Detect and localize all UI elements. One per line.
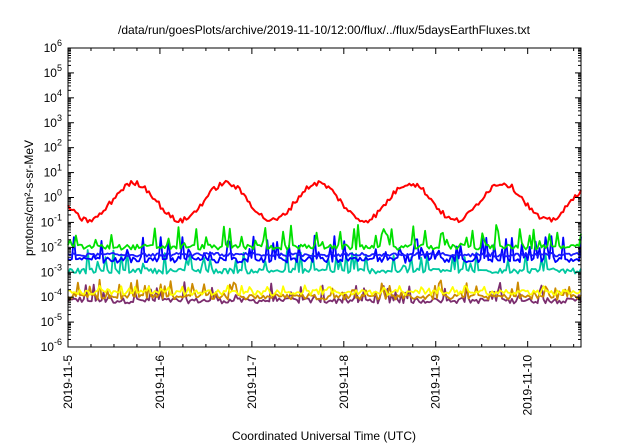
x-axis: 2019-11-5 2019-11-6 2019-11-7 2019-11-8 2019… bbox=[61, 48, 575, 416]
y-tick-exponent: -1 bbox=[54, 212, 62, 222]
y-tick-exponent: 3 bbox=[57, 113, 62, 123]
y-tick-base: 10 bbox=[44, 141, 58, 155]
y-tick-exponent: -4 bbox=[54, 287, 62, 297]
y-tick-base: 10 bbox=[44, 41, 58, 55]
y-tick-base: 10 bbox=[44, 91, 58, 105]
series-line bbox=[67, 284, 582, 297]
y-tick-exponent: -3 bbox=[54, 262, 62, 272]
y-tick-base: 10 bbox=[44, 66, 58, 80]
series-layer bbox=[67, 179, 582, 305]
y-tick-exponent: 5 bbox=[57, 63, 62, 73]
y-tick-exponent: 6 bbox=[57, 38, 62, 48]
series-line bbox=[67, 179, 582, 224]
x-tick-label: 2019-11-6 bbox=[153, 355, 167, 409]
series-line bbox=[67, 281, 582, 305]
x-tick-label: 2019-11-7 bbox=[245, 355, 259, 409]
series-line bbox=[67, 251, 582, 258]
y-tick-base: 10 bbox=[44, 166, 58, 180]
series-line bbox=[67, 234, 582, 264]
chart-title: /data/run/goesPlots/archive/2019-11-10/1… bbox=[118, 23, 531, 37]
y-tick-base: 10 bbox=[41, 315, 55, 329]
y-tick-label: 10-4 bbox=[41, 287, 62, 304]
y-tick-label: 103 bbox=[44, 113, 62, 130]
y-tick-base: 10 bbox=[41, 340, 55, 354]
y-tick-label: 10-1 bbox=[41, 212, 62, 229]
x-tick-label: 2019-11-9 bbox=[429, 355, 443, 409]
y-tick-exponent: -5 bbox=[54, 312, 62, 322]
x-tick-label: 2019-11-8 bbox=[337, 355, 351, 409]
y-tick-label: 10-5 bbox=[41, 312, 62, 329]
y-tick-exponent: -2 bbox=[54, 237, 62, 247]
y-tick-exponent: 2 bbox=[57, 138, 62, 148]
series-line bbox=[67, 249, 582, 275]
y-tick-base: 10 bbox=[41, 215, 55, 229]
y-tick-label: 101 bbox=[44, 163, 62, 180]
x-axis-label: Coordinated Universal Time (UTC) bbox=[232, 429, 416, 443]
y-axis: 10-610-510-410-310-210-11001011021031041… bbox=[41, 38, 581, 354]
y-tick-label: 106 bbox=[44, 38, 62, 55]
y-tick-label: 104 bbox=[44, 88, 62, 105]
y-axis-label: protons/cm²-s-sr-MeV bbox=[22, 140, 36, 256]
y-tick-base: 10 bbox=[41, 265, 55, 279]
series-line bbox=[67, 278, 582, 301]
y-tick-exponent: 4 bbox=[57, 88, 62, 98]
x-tick-label: 2019-11-5 bbox=[61, 355, 75, 409]
y-tick-label: 10-2 bbox=[41, 237, 62, 254]
y-tick-base: 10 bbox=[44, 116, 58, 130]
y-tick-label: 10-6 bbox=[41, 337, 62, 354]
y-tick-base: 10 bbox=[44, 191, 58, 205]
y-tick-exponent: 1 bbox=[57, 163, 62, 173]
y-tick-label: 100 bbox=[44, 188, 62, 205]
y-tick-exponent: 0 bbox=[57, 188, 62, 198]
series-line bbox=[67, 223, 582, 251]
y-tick-base: 10 bbox=[41, 290, 55, 304]
y-tick-label: 105 bbox=[44, 63, 62, 80]
y-tick-label: 10-3 bbox=[41, 262, 62, 279]
y-tick-exponent: -6 bbox=[54, 337, 62, 347]
y-tick-base: 10 bbox=[41, 240, 55, 254]
y-tick-label: 102 bbox=[44, 138, 62, 155]
x-tick-label: 2019-11-10 bbox=[521, 355, 535, 416]
